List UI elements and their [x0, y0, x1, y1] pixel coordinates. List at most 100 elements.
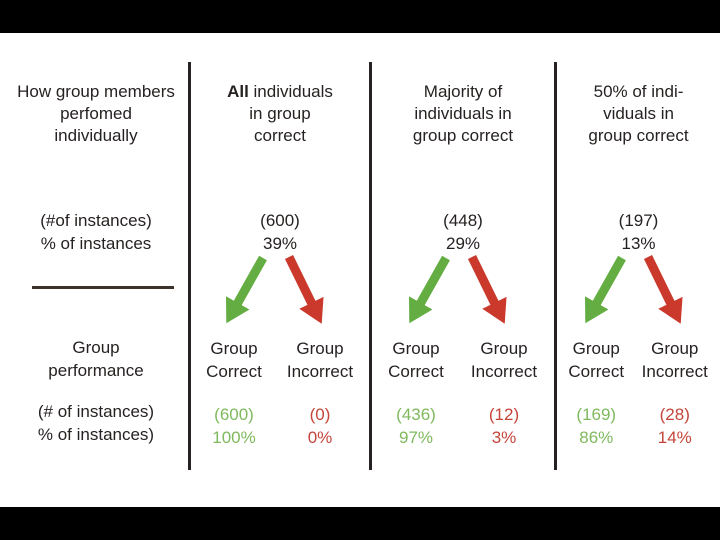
incorrect-arrow-icon [467, 255, 507, 324]
correct-arrow-icon [408, 255, 450, 324]
column-divider-1 [188, 62, 191, 470]
group-instances-label: (# of instances) % of instances) [2, 400, 190, 446]
group-correct-label: Group Correct [191, 337, 277, 383]
condition-heading: Majority of individuals in group correct [372, 81, 554, 147]
heading-line: perfomed [60, 104, 132, 123]
outcome-arrows [191, 252, 369, 339]
label-line: Group [392, 339, 440, 358]
incorrect-arrow-icon [643, 255, 683, 324]
instance-percent: 13% [621, 234, 656, 253]
condition-column-all-correct: All individuals in group correct (600) 3… [191, 0, 369, 540]
individual-stats: (448) 29% [372, 209, 554, 255]
heading-line: 50% of indi- [557, 81, 720, 103]
group-correct-values: (436) 97% [372, 403, 460, 449]
outcome-labels: Group Correct Group Incorrect [191, 337, 369, 383]
label-line: % of instances) [37, 425, 155, 444]
heading-line: individually [54, 126, 138, 145]
individual-instances-label: (#of instances) % of instances [2, 209, 190, 255]
row-labels-column: How group members perfomed individually … [2, 0, 190, 540]
heading-line: group correct [412, 126, 514, 145]
heading-text: individuals [253, 82, 333, 101]
heading-line: viduals in [603, 104, 674, 123]
group-correct-label: Group Correct [372, 337, 460, 383]
correct-percent: 100% [212, 428, 256, 447]
incorrect-percent: 0% [307, 428, 333, 447]
heading-line: How group members [17, 82, 175, 101]
label-line: Group [210, 339, 258, 358]
correct-count: (600) [214, 405, 254, 424]
group-incorrect-values: (12) 3% [460, 403, 548, 449]
incorrect-count: (28) [659, 405, 690, 424]
heading-line: group correct [588, 126, 689, 145]
label-line: Group [651, 339, 699, 358]
group-incorrect-values: (28) 14% [636, 403, 715, 449]
correct-percent: 97% [398, 428, 434, 447]
section-separator-line [32, 286, 174, 289]
outcome-arrows [372, 252, 554, 339]
label-line: (# of instances) [37, 402, 155, 421]
group-correct-values: (600) 100% [191, 403, 277, 449]
condition-heading: 50% of indi- viduals in group correct [557, 81, 720, 147]
instance-count: (448) [443, 211, 483, 230]
condition-column-fifty-percent-correct: 50% of indi- viduals in group correct (1… [557, 0, 720, 540]
incorrect-count: (12) [488, 405, 520, 424]
label-line: (#of instances) [40, 211, 152, 230]
label-line: Group [572, 339, 620, 358]
heading-line: Majority of [372, 81, 554, 103]
outcome-arrows [557, 252, 720, 339]
top-letterbox-bar [0, 0, 720, 33]
column-divider-2 [369, 62, 372, 470]
correct-count: (436) [396, 405, 436, 424]
arrows-graphic [408, 255, 507, 324]
group-correct-label: Group Correct [557, 337, 636, 383]
label-line: Incorrect [641, 362, 708, 381]
heading-line: All individuals [191, 81, 369, 103]
heading-text: 50% of indi- [593, 82, 684, 101]
group-incorrect-label: Group Incorrect [460, 337, 548, 383]
incorrect-arrow-icon [284, 255, 324, 324]
individual-performance-heading: How group members perfomed individually [2, 81, 190, 147]
correct-percent: 86% [579, 428, 614, 447]
incorrect-count: (0) [309, 405, 331, 424]
label-line: Incorrect [470, 362, 538, 381]
group-incorrect-values: (0) 0% [277, 403, 363, 449]
heading-line: individuals in [414, 104, 512, 123]
label-line: Correct [388, 362, 444, 381]
instance-count: (197) [618, 211, 659, 230]
group-performance-heading: Group performance [2, 336, 190, 382]
heading-line: Group [72, 338, 120, 357]
arrows-graphic [225, 255, 324, 324]
correct-arrow-icon [225, 255, 267, 324]
correct-arrow-icon [584, 255, 626, 324]
condition-heading: All individuals in group correct [191, 81, 369, 147]
outcome-labels: Group Correct Group Incorrect [372, 337, 554, 383]
heading-emphasis: All [227, 82, 249, 101]
instance-percent: 39% [262, 234, 298, 253]
label-line: Correct [568, 362, 625, 381]
group-correct-values: (169) 86% [557, 403, 636, 449]
heading-text: Majority of [423, 82, 503, 101]
incorrect-percent: 14% [657, 428, 692, 447]
label-line: Group [296, 339, 344, 358]
arrows-graphic [584, 255, 683, 324]
outcome-labels: Group Correct Group Incorrect [557, 337, 720, 383]
label-line: Group [480, 339, 528, 358]
heading-line: correct [254, 126, 306, 145]
outcome-values: (436) 97% (12) 3% [372, 403, 554, 449]
bottom-letterbox-bar [0, 507, 720, 540]
heading-line: performance [48, 361, 144, 380]
label-line: % of instances [40, 234, 152, 253]
condition-column-majority-correct: Majority of individuals in group correct… [372, 0, 554, 540]
individual-stats: (600) 39% [191, 209, 369, 255]
label-line: Incorrect [286, 362, 354, 381]
individual-stats: (197) 13% [557, 209, 720, 255]
correct-count: (169) [576, 405, 617, 424]
group-incorrect-label: Group Incorrect [636, 337, 715, 383]
group-incorrect-label: Group Incorrect [277, 337, 363, 383]
incorrect-percent: 3% [491, 428, 517, 447]
heading-line: in group [249, 104, 311, 123]
outcome-values: (600) 100% (0) 0% [191, 403, 369, 449]
instance-percent: 29% [445, 234, 481, 253]
outcome-values: (169) 86% (28) 14% [557, 403, 720, 449]
instance-count: (600) [260, 211, 300, 230]
